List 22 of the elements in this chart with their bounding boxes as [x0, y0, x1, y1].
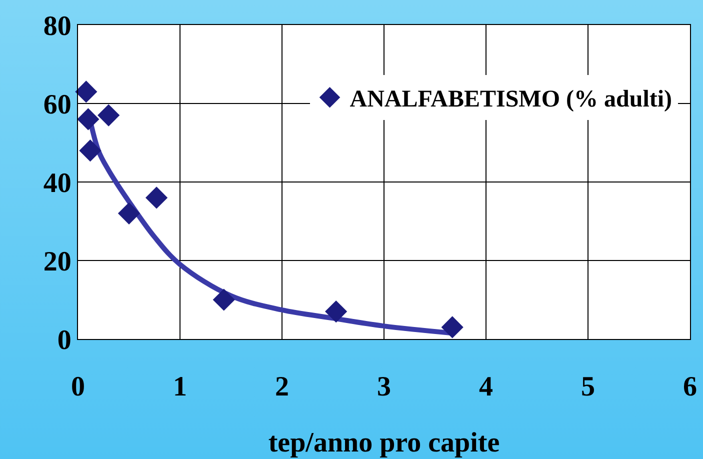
x-tick-label: 5: [581, 372, 595, 403]
x-axis-title: tep/anno pro capite: [268, 428, 500, 459]
x-tick-label: 6: [683, 372, 697, 403]
y-tick-label: 40: [43, 168, 72, 199]
point: [98, 104, 120, 126]
point: [325, 300, 348, 323]
x-tick-label: 1: [173, 372, 187, 403]
point: [118, 202, 140, 224]
point: [79, 140, 102, 162]
legend-label: ANALFABETISMO (% adulti): [350, 86, 672, 113]
x-tick-label: 4: [479, 372, 493, 403]
point: [77, 108, 100, 130]
y-tick-label: 60: [43, 89, 72, 120]
point: [75, 80, 98, 103]
y-tick-label: 80: [43, 10, 72, 42]
point: [441, 316, 464, 338]
point: [212, 288, 235, 311]
x-tick-label: 2: [275, 372, 289, 403]
y-tick-label: 0: [57, 324, 72, 356]
point: [145, 186, 168, 209]
x-tick-label: 3: [377, 372, 391, 403]
y-tick-label: 20: [43, 246, 72, 278]
